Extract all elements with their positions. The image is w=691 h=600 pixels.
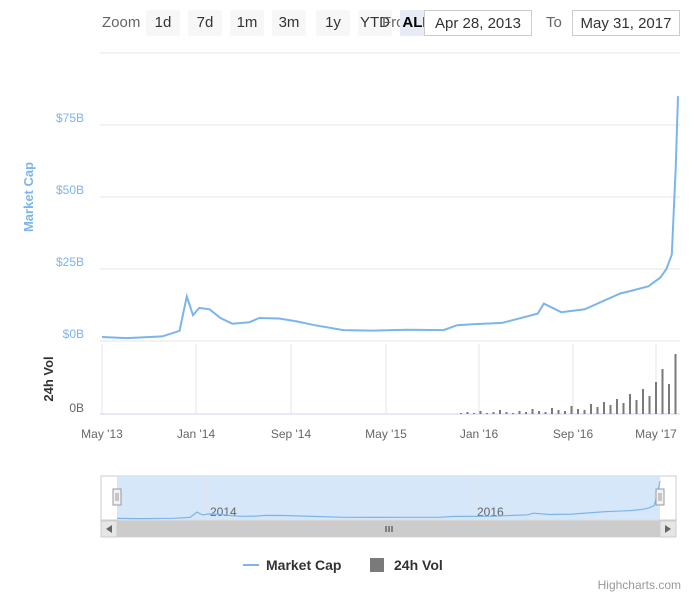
y-tick-75b: $75B <box>56 111 84 125</box>
volume-bar <box>512 413 514 414</box>
volume-bar <box>596 407 599 414</box>
x-tick-may-13: May '13 <box>81 427 123 441</box>
volume-bar <box>609 405 612 414</box>
zoom-1m-button[interactable]: 1m <box>230 10 264 36</box>
volume-bar <box>505 412 508 414</box>
x-tick-may-17: May '17 <box>635 427 677 441</box>
to-label: To <box>546 14 562 31</box>
x-tick-sep-14: Sep '14 <box>271 427 312 441</box>
volume-bar <box>557 410 560 414</box>
volume-bar <box>674 354 677 414</box>
x-tick-jan-16: Jan '16 <box>460 427 499 441</box>
volume-bar <box>564 411 566 414</box>
navigator-tick-2014: 2014 <box>210 505 237 519</box>
x-tick-sep-16: Sep '16 <box>553 427 594 441</box>
volume-bar <box>492 412 495 414</box>
volume-bar <box>518 411 521 414</box>
y-axis-title-market-cap: Market Cap <box>21 162 36 232</box>
legend-label-market-cap: Market Cap <box>266 557 341 573</box>
range-selector: Zoom 1d 7d 1m 3m 1y YTD From ALL Apr 28,… <box>0 0 691 44</box>
volume-bar <box>661 369 664 414</box>
volume-bar <box>466 412 469 414</box>
legend-square-icon <box>370 558 384 572</box>
legend-label-volume: 24h Vol <box>394 557 443 573</box>
volume-bar <box>642 389 644 414</box>
zoom-7d-button[interactable]: 7d <box>188 10 222 36</box>
volume-bar <box>577 409 579 414</box>
zoom-label: Zoom <box>102 14 141 31</box>
volume-bar <box>629 394 631 414</box>
volume-bar <box>635 400 638 414</box>
zoom-ytd-button[interactable]: YTD <box>358 10 392 36</box>
x-grid <box>101 344 657 414</box>
y-tick-0b: $0B <box>63 327 84 341</box>
volume-bar <box>655 382 657 414</box>
volume-bar <box>622 403 625 414</box>
y-tick-50b: $50B <box>56 183 84 197</box>
navigator-selected-range[interactable] <box>117 476 660 520</box>
legend: Market Cap 24h Vol <box>243 557 443 573</box>
volume-bar <box>551 408 553 414</box>
volume-bar <box>583 410 586 414</box>
scrollbar[interactable] <box>100 520 677 538</box>
volume-bar <box>590 404 592 414</box>
volume-bar <box>648 396 651 414</box>
zoom-1d-button[interactable]: 1d <box>146 10 180 36</box>
volume-bar <box>460 413 462 414</box>
volume-bar <box>603 402 605 414</box>
volume-bar <box>486 413 488 414</box>
y-tick-volume-0b: 0B <box>69 401 84 415</box>
x-tick-may-15: May '15 <box>365 427 407 441</box>
volume-bar <box>570 406 573 414</box>
from-date-input[interactable]: Apr 28, 2013 <box>424 10 532 36</box>
navigator-left-handle[interactable] <box>112 488 122 506</box>
navigator-right-handle[interactable] <box>655 488 665 506</box>
legend-item-volume[interactable]: 24h Vol <box>370 557 443 573</box>
x-tick-jan-14: Jan '14 <box>177 427 216 441</box>
volume-bar <box>668 384 670 414</box>
volume-bar <box>544 412 547 414</box>
volume-series-bars <box>460 354 677 414</box>
volume-bar <box>525 412 527 414</box>
volume-bar <box>499 410 501 414</box>
arrow-left-icon <box>106 525 112 533</box>
arrow-right-icon <box>665 525 671 533</box>
to-date-input[interactable]: May 31, 2017 <box>572 10 680 36</box>
zoom-3m-button[interactable]: 3m <box>272 10 306 36</box>
navigator-tick-2016: 2016 <box>477 505 504 519</box>
zoom-1y-button[interactable]: 1y <box>316 10 350 36</box>
volume-bar <box>531 409 534 414</box>
scrollbar-grip-icon <box>385 526 393 532</box>
volume-bar <box>538 411 540 414</box>
legend-item-market-cap[interactable]: Market Cap <box>243 557 341 573</box>
y-axis-title-volume: 24h Vol <box>41 356 56 401</box>
credits-link[interactable]: Highcharts.com <box>597 578 681 592</box>
navigator-series-line <box>116 480 661 520</box>
market-cap-series-line <box>101 96 679 340</box>
volume-bar <box>479 411 482 414</box>
volume-bar <box>473 413 475 414</box>
main-grid <box>100 52 680 342</box>
y-tick-25b: $25B <box>56 255 84 269</box>
volume-bar <box>616 399 618 414</box>
